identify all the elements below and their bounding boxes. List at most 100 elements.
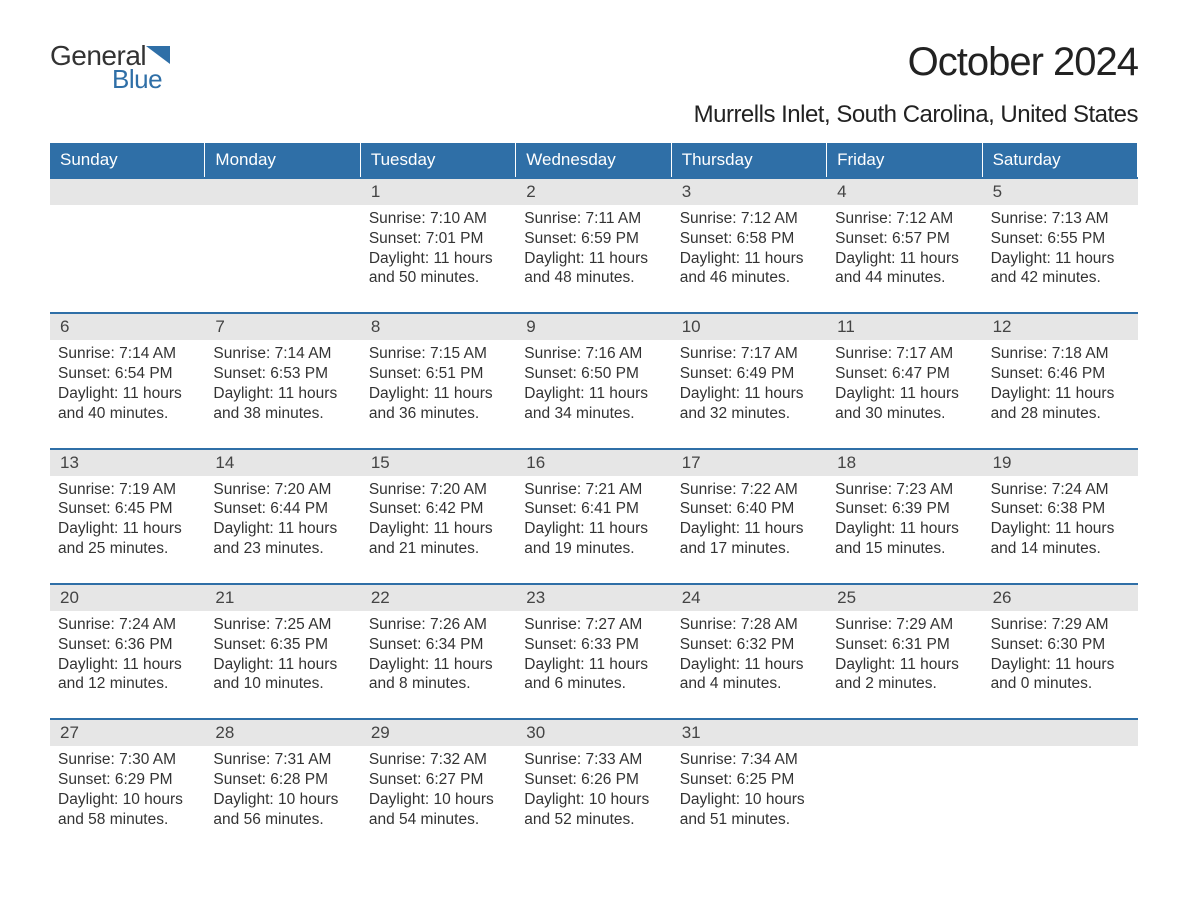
calendar-cell: 3Sunrise: 7:12 AMSunset: 6:58 PMDaylight… — [672, 177, 827, 312]
sunset-line: Sunset: 6:49 PM — [680, 364, 819, 384]
day-details: Sunrise: 7:14 AMSunset: 6:53 PMDaylight:… — [213, 344, 352, 423]
daylight-line: Daylight: 11 hours and 50 minutes. — [369, 249, 508, 289]
day-details: Sunrise: 7:19 AMSunset: 6:45 PMDaylight:… — [58, 480, 197, 559]
daylight-line: Daylight: 11 hours and 21 minutes. — [369, 519, 508, 559]
calendar-cell: 9 Sunrise: 7:16 AMSunset: 6:50 PMDaylight… — [516, 312, 671, 447]
day-details: Sunrise: 7:32 AMSunset: 6:27 PMDaylight:… — [369, 750, 508, 829]
sunset-line: Sunset: 6:39 PM — [835, 499, 974, 519]
daylight-line: Daylight: 11 hours and 0 minutes. — [991, 655, 1130, 695]
day-number: 12 — [983, 314, 1138, 340]
day-details: Sunrise: 7:16 AMSunset: 6:50 PMDaylight:… — [524, 344, 663, 423]
daylight-line: Daylight: 11 hours and 12 minutes. — [58, 655, 197, 695]
sunrise-line: Sunrise: 7:24 AM — [58, 615, 197, 635]
daylight-line: Daylight: 11 hours and 15 minutes. — [835, 519, 974, 559]
daylight-line: Daylight: 11 hours and 19 minutes. — [524, 519, 663, 559]
day-number: 9 — [516, 314, 671, 340]
day-number: 25 — [827, 585, 982, 611]
day-number: 29 — [361, 720, 516, 746]
sunset-line: Sunset: 6:42 PM — [369, 499, 508, 519]
day-details: Sunrise: 7:23 AMSunset: 6:39 PMDaylight:… — [835, 480, 974, 559]
daylight-line: Daylight: 11 hours and 36 minutes. — [369, 384, 508, 424]
day-details: Sunrise: 7:17 AMSunset: 6:47 PMDaylight:… — [835, 344, 974, 423]
day-number: 22 — [361, 585, 516, 611]
daylight-line: Daylight: 11 hours and 6 minutes. — [524, 655, 663, 695]
day-number: 18 — [827, 450, 982, 476]
sunrise-line: Sunrise: 7:17 AM — [835, 344, 974, 364]
calendar-cell: 27Sunrise: 7:30 AMSunset: 6:29 PMDayligh… — [50, 718, 205, 853]
daylight-line: Daylight: 10 hours and 51 minutes. — [680, 790, 819, 830]
daylight-line: Daylight: 11 hours and 25 minutes. — [58, 519, 197, 559]
day-number: 16 — [516, 450, 671, 476]
day-details: Sunrise: 7:24 AMSunset: 6:38 PMDaylight:… — [991, 480, 1130, 559]
day-number: 14 — [205, 450, 360, 476]
day-number: 30 — [516, 720, 671, 746]
calendar-cell: 25Sunrise: 7:29 AMSunset: 6:31 PMDayligh… — [827, 583, 982, 718]
calendar-cell: 20Sunrise: 7:24 AMSunset: 6:36 PMDayligh… — [50, 583, 205, 718]
calendar-cell: 26 Sunrise: 7:29 AMSunset: 6:30 PMDayligh… — [983, 583, 1138, 718]
day-details: Sunrise: 7:33 AMSunset: 6:26 PMDaylight:… — [524, 750, 663, 829]
weekday-header: Tuesday — [361, 143, 516, 177]
sunrise-line: Sunrise: 7:28 AM — [680, 615, 819, 635]
calendar-cell: 2Sunrise: 7:11 AMSunset: 6:59 PMDaylight… — [516, 177, 671, 312]
day-details: Sunrise: 7:34 AMSunset: 6:25 PMDaylight:… — [680, 750, 819, 829]
sunrise-line: Sunrise: 7:26 AM — [369, 615, 508, 635]
sunset-line: Sunset: 6:47 PM — [835, 364, 974, 384]
daylight-line: Daylight: 11 hours and 4 minutes. — [680, 655, 819, 695]
sunset-line: Sunset: 6:31 PM — [835, 635, 974, 655]
sunset-line: Sunset: 6:53 PM — [213, 364, 352, 384]
day-number: 26 — [983, 585, 1138, 611]
day-details: Sunrise: 7:20 AMSunset: 6:42 PMDaylight:… — [369, 480, 508, 559]
sunrise-line: Sunrise: 7:14 AM — [213, 344, 352, 364]
sunset-line: Sunset: 6:33 PM — [524, 635, 663, 655]
day-details: Sunrise: 7:24 AMSunset: 6:36 PMDaylight:… — [58, 615, 197, 694]
day-number: 1 — [361, 179, 516, 205]
day-number-band-empty — [205, 179, 360, 205]
sunrise-line: Sunrise: 7:27 AM — [524, 615, 663, 635]
day-number: 8 — [361, 314, 516, 340]
calendar-cell: 19Sunrise: 7:24 AMSunset: 6:38 PMDayligh… — [983, 448, 1138, 583]
day-number: 5 — [983, 179, 1138, 205]
daylight-line: Daylight: 10 hours and 54 minutes. — [369, 790, 508, 830]
sunset-line: Sunset: 6:54 PM — [58, 364, 197, 384]
brand-text-blue: Blue — [112, 64, 162, 95]
calendar-cell: 23Sunrise: 7:27 AMSunset: 6:33 PMDayligh… — [516, 583, 671, 718]
sunrise-line: Sunrise: 7:34 AM — [680, 750, 819, 770]
page-title: October 2024 — [908, 40, 1138, 85]
sunset-line: Sunset: 6:32 PM — [680, 635, 819, 655]
day-details: Sunrise: 7:20 AMSunset: 6:44 PMDaylight:… — [213, 480, 352, 559]
day-details: Sunrise: 7:18 AMSunset: 6:46 PMDaylight:… — [991, 344, 1130, 423]
sunrise-line: Sunrise: 7:25 AM — [213, 615, 352, 635]
day-number: 3 — [672, 179, 827, 205]
calendar-cell: 1 Sunrise: 7:10 AMSunset: 7:01 PMDaylight… — [361, 177, 516, 312]
sunset-line: Sunset: 6:29 PM — [58, 770, 197, 790]
sunset-line: Sunset: 6:57 PM — [835, 229, 974, 249]
sunrise-line: Sunrise: 7:15 AM — [369, 344, 508, 364]
sunrise-line: Sunrise: 7:11 AM — [524, 209, 663, 229]
day-number: 21 — [205, 585, 360, 611]
calendar-cell: 4Sunrise: 7:12 AMSunset: 6:57 PMDaylight… — [827, 177, 982, 312]
daylight-line: Daylight: 11 hours and 8 minutes. — [369, 655, 508, 695]
sunrise-line: Sunrise: 7:12 AM — [835, 209, 974, 229]
day-details: Sunrise: 7:10 AMSunset: 7:01 PMDaylight:… — [369, 209, 508, 288]
sunrise-line: Sunrise: 7:10 AM — [369, 209, 508, 229]
calendar-cell: 6Sunrise: 7:14 AMSunset: 6:54 PMDaylight… — [50, 312, 205, 447]
sunset-line: Sunset: 6:41 PM — [524, 499, 663, 519]
sunrise-line: Sunrise: 7:12 AM — [680, 209, 819, 229]
day-number: 7 — [205, 314, 360, 340]
daylight-line: Daylight: 11 hours and 40 minutes. — [58, 384, 197, 424]
day-details: Sunrise: 7:28 AMSunset: 6:32 PMDaylight:… — [680, 615, 819, 694]
calendar-cell: 5Sunrise: 7:13 AMSunset: 6:55 PMDaylight… — [983, 177, 1138, 312]
brand-logo: General Blue — [50, 40, 170, 95]
day-details: Sunrise: 7:29 AMSunset: 6:30 PMDaylight:… — [991, 615, 1130, 694]
weekday-header: Thursday — [672, 143, 827, 177]
daylight-line: Daylight: 10 hours and 52 minutes. — [524, 790, 663, 830]
sunset-line: Sunset: 6:45 PM — [58, 499, 197, 519]
sunrise-line: Sunrise: 7:17 AM — [680, 344, 819, 364]
calendar-cell: 8Sunrise: 7:15 AMSunset: 6:51 PMDaylight… — [361, 312, 516, 447]
daylight-line: Daylight: 11 hours and 46 minutes. — [680, 249, 819, 289]
day-number: 17 — [672, 450, 827, 476]
sunrise-line: Sunrise: 7:14 AM — [58, 344, 197, 364]
day-number: 2 — [516, 179, 671, 205]
calendar-cell: 13Sunrise: 7:19 AMSunset: 6:45 PMDayligh… — [50, 448, 205, 583]
daylight-line: Daylight: 11 hours and 48 minutes. — [524, 249, 663, 289]
